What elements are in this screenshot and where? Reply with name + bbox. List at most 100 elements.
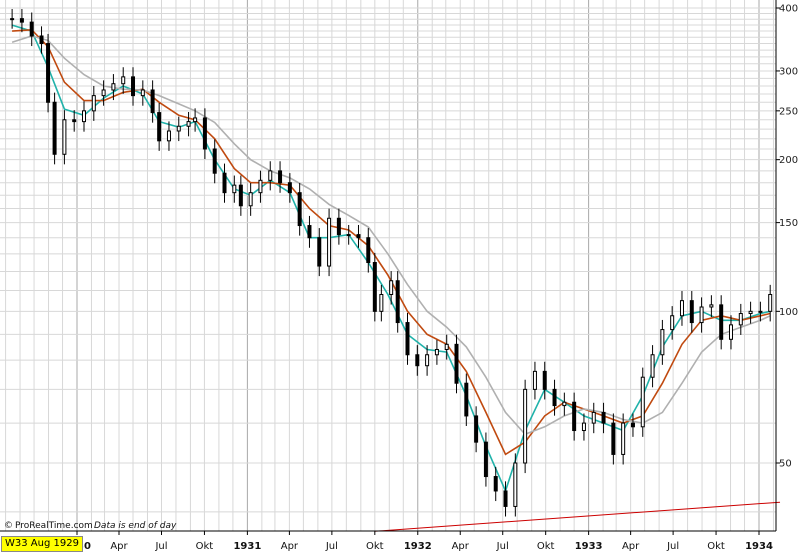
candlestick-layer (10, 9, 773, 517)
candle-body (425, 354, 430, 367)
x-tick-label: Okt (707, 541, 725, 552)
x-tick-label: Jul (325, 541, 338, 552)
candle-body (166, 130, 171, 142)
candle-body (202, 117, 207, 150)
trendline (374, 501, 781, 532)
candle-body (10, 18, 15, 21)
candle-body (39, 35, 44, 45)
candle-body (719, 304, 724, 340)
candle-body (523, 388, 528, 464)
candle-body (768, 293, 773, 312)
candle-body (82, 110, 87, 123)
candle-body (611, 422, 616, 455)
y-tick-label: 250 (779, 106, 798, 117)
candle-body (552, 388, 557, 407)
candle-body (689, 300, 694, 324)
candle-body (72, 119, 77, 123)
candle-body (493, 476, 498, 492)
y-tick-label: 400 (779, 4, 798, 15)
candle-body (562, 401, 567, 407)
candle-body (131, 76, 136, 97)
y-tick-label: 200 (779, 155, 798, 166)
week-badge: W33 Aug 1929 (1, 536, 83, 552)
x-tick-label: Apr (110, 541, 128, 552)
candle-body (630, 422, 635, 428)
candle-body (29, 21, 34, 37)
data-note: Data is end of day (94, 521, 177, 531)
x-tick-label: 1933 (575, 541, 603, 552)
candle-body (513, 462, 518, 507)
candle-body (483, 441, 488, 478)
candle-body (46, 43, 51, 103)
x-tick-label: Apr (281, 541, 299, 552)
candle-body (601, 411, 606, 424)
candle-body (395, 280, 400, 324)
credit-text: ProRealTime.com (15, 521, 93, 531)
candle-body (111, 83, 116, 91)
candle-body (121, 76, 126, 85)
candle-body (336, 217, 341, 236)
candle-body (591, 411, 596, 424)
candle-body (232, 184, 237, 194)
candle-body (503, 490, 508, 507)
candle-body (454, 343, 459, 384)
candle-body (379, 293, 384, 312)
candle-body (444, 343, 449, 350)
candle-body (464, 382, 469, 417)
candle-body (317, 237, 322, 267)
candle-body (640, 376, 645, 428)
candle-body (297, 192, 302, 227)
y-tick-label: 150 (779, 218, 798, 229)
candle-body (748, 310, 753, 315)
candle-body (52, 101, 57, 155)
axes (0, 0, 777, 532)
candle-body (62, 119, 67, 155)
candle-body (222, 172, 227, 194)
candle-body (287, 182, 292, 194)
candle-body (581, 422, 586, 432)
candle-body (699, 306, 704, 324)
candle-body (572, 401, 577, 432)
candle-body (758, 310, 763, 313)
x-tick-label: 1931 (233, 541, 261, 552)
candle-body (346, 234, 351, 237)
y-tick-label: 300 (779, 66, 798, 77)
candle-body (621, 422, 626, 455)
candle-body (248, 192, 253, 207)
candle-body (709, 304, 714, 308)
candle-body (176, 125, 181, 132)
candle-body (278, 170, 283, 184)
moving-average-line-3 (11, 35, 771, 436)
candle-body (186, 121, 191, 127)
candle-body (532, 370, 537, 390)
x-tick-label: Jul (154, 541, 167, 552)
candle-body (372, 262, 377, 312)
candle-body (415, 354, 420, 367)
candle-body (434, 348, 439, 356)
credit-line: © ProRealTime.com Data is end of day (4, 521, 177, 531)
candle-body (193, 117, 198, 123)
candle-body (660, 329, 665, 356)
grid (0, 0, 776, 531)
y-tick-label: 50 (779, 459, 792, 470)
x-tick-label: Apr (622, 541, 640, 552)
candle-body (150, 89, 155, 114)
x-tick-label: Jul (666, 541, 679, 552)
x-tick-label: Okt (366, 541, 384, 552)
y-tick-label: 100 (779, 307, 798, 318)
candle-body (366, 237, 371, 264)
x-tick-label: 1934 (745, 541, 773, 552)
candle-body (307, 225, 312, 239)
candle-body (157, 112, 162, 142)
x-tick-label: Okt (196, 541, 214, 552)
candle-body (474, 415, 479, 443)
candle-body (327, 217, 332, 267)
candle-body (356, 234, 361, 239)
copyright-symbol: © (4, 521, 13, 531)
candle-body (650, 354, 655, 378)
candle-body (728, 324, 733, 340)
candle-body (268, 170, 273, 181)
x-tick-label: Jul (496, 541, 509, 552)
